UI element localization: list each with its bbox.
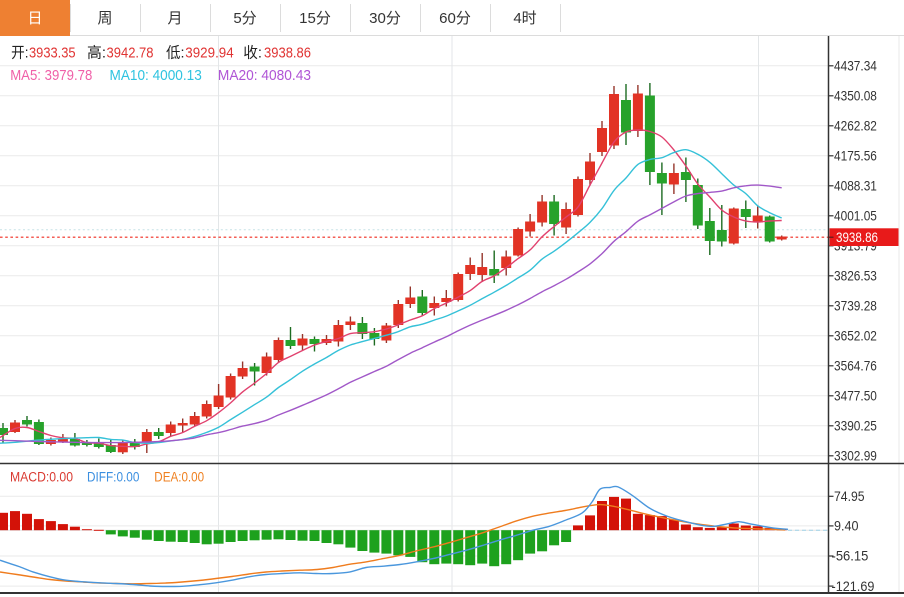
svg-text:3739.28: 3739.28 bbox=[834, 299, 877, 314]
svg-text:收:: 收: bbox=[243, 44, 262, 61]
svg-text:4时: 4时 bbox=[513, 10, 536, 27]
svg-text:月: 月 bbox=[167, 10, 182, 27]
svg-text:日: 日 bbox=[27, 10, 42, 27]
svg-text:60分: 60分 bbox=[439, 10, 471, 27]
svg-text:DEA:0.00: DEA:0.00 bbox=[154, 470, 204, 485]
svg-text:3938.86: 3938.86 bbox=[836, 230, 878, 245]
svg-text:低:: 低: bbox=[166, 44, 185, 61]
svg-text:高:: 高: bbox=[87, 44, 106, 61]
svg-text:4437.34: 4437.34 bbox=[834, 59, 877, 74]
svg-text:MA5: 3979.78: MA5: 3979.78 bbox=[10, 67, 92, 84]
svg-text:30分: 30分 bbox=[369, 10, 401, 27]
svg-text:3942.78: 3942.78 bbox=[107, 44, 154, 61]
svg-text:-56.15: -56.15 bbox=[832, 549, 869, 564]
svg-text:3652.02: 3652.02 bbox=[834, 329, 877, 344]
svg-text:4262.82: 4262.82 bbox=[834, 119, 877, 134]
svg-text:5分: 5分 bbox=[233, 10, 256, 27]
svg-text:MA20: 4080.43: MA20: 4080.43 bbox=[218, 67, 311, 84]
svg-text:周: 周 bbox=[97, 10, 112, 27]
svg-text:4175.56: 4175.56 bbox=[834, 149, 877, 164]
svg-text:3938.86: 3938.86 bbox=[264, 44, 311, 61]
svg-text:3564.76: 3564.76 bbox=[834, 359, 877, 374]
svg-text:3929.94: 3929.94 bbox=[185, 44, 233, 61]
svg-text:MA10: 4000.13: MA10: 4000.13 bbox=[110, 67, 202, 84]
svg-text:DIFF:0.00: DIFF:0.00 bbox=[87, 470, 139, 485]
svg-text:3390.25: 3390.25 bbox=[834, 419, 877, 434]
svg-text:3933.35: 3933.35 bbox=[29, 44, 76, 61]
svg-text:-121.69: -121.69 bbox=[832, 579, 875, 594]
svg-text:74.95: 74.95 bbox=[834, 489, 865, 504]
svg-text:3302.99: 3302.99 bbox=[834, 449, 877, 464]
svg-text:开:: 开: bbox=[11, 44, 28, 61]
svg-text:15分: 15分 bbox=[299, 10, 331, 27]
svg-text:MACD:0.00: MACD:0.00 bbox=[10, 470, 73, 485]
svg-text:3826.53: 3826.53 bbox=[834, 269, 877, 284]
svg-text:4350.08: 4350.08 bbox=[834, 89, 877, 104]
svg-text:4001.05: 4001.05 bbox=[834, 209, 877, 224]
svg-text:3477.50: 3477.50 bbox=[834, 389, 877, 404]
svg-text:9.40: 9.40 bbox=[834, 519, 859, 534]
svg-text:4088.31: 4088.31 bbox=[834, 179, 877, 194]
